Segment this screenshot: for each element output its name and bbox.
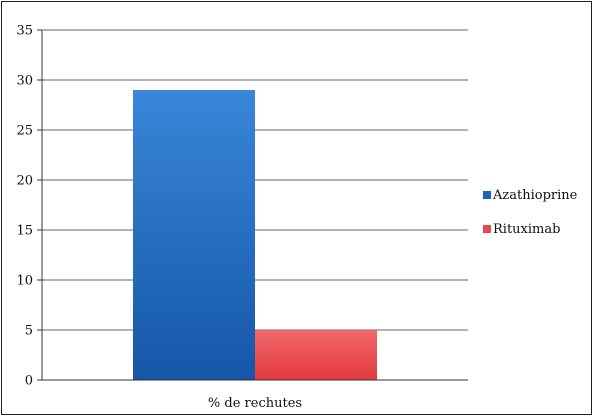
x-axis-labels: % de rechutes bbox=[208, 396, 302, 411]
y-axis-ticks: 0 5 10 15 20 25 30 35 bbox=[16, 24, 42, 389]
y-tick-label: 15 bbox=[16, 224, 33, 239]
bars bbox=[133, 90, 377, 380]
y-tick-label: 35 bbox=[16, 24, 33, 39]
y-tick-label: 0 bbox=[25, 374, 33, 389]
axes bbox=[37, 30, 468, 381]
y-tick-label: 20 bbox=[16, 174, 33, 189]
legend-swatch-rituximab bbox=[483, 225, 491, 233]
bar-rituximab bbox=[255, 330, 377, 380]
gridlines bbox=[42, 29, 468, 331]
x-category-label: % de rechutes bbox=[208, 396, 302, 411]
y-tick-label: 10 bbox=[16, 274, 33, 289]
legend-label-rituximab: Rituximab bbox=[493, 222, 560, 237]
legend-label-azathioprine: Azathioprine bbox=[492, 188, 578, 203]
bar-azathioprine bbox=[133, 90, 255, 380]
y-tick-label: 30 bbox=[16, 74, 33, 89]
y-tick-label: 5 bbox=[25, 324, 33, 339]
y-tick-label: 25 bbox=[16, 124, 33, 139]
legend: Azathioprine Rituximab bbox=[483, 188, 578, 237]
legend-swatch-azathioprine bbox=[483, 191, 491, 199]
